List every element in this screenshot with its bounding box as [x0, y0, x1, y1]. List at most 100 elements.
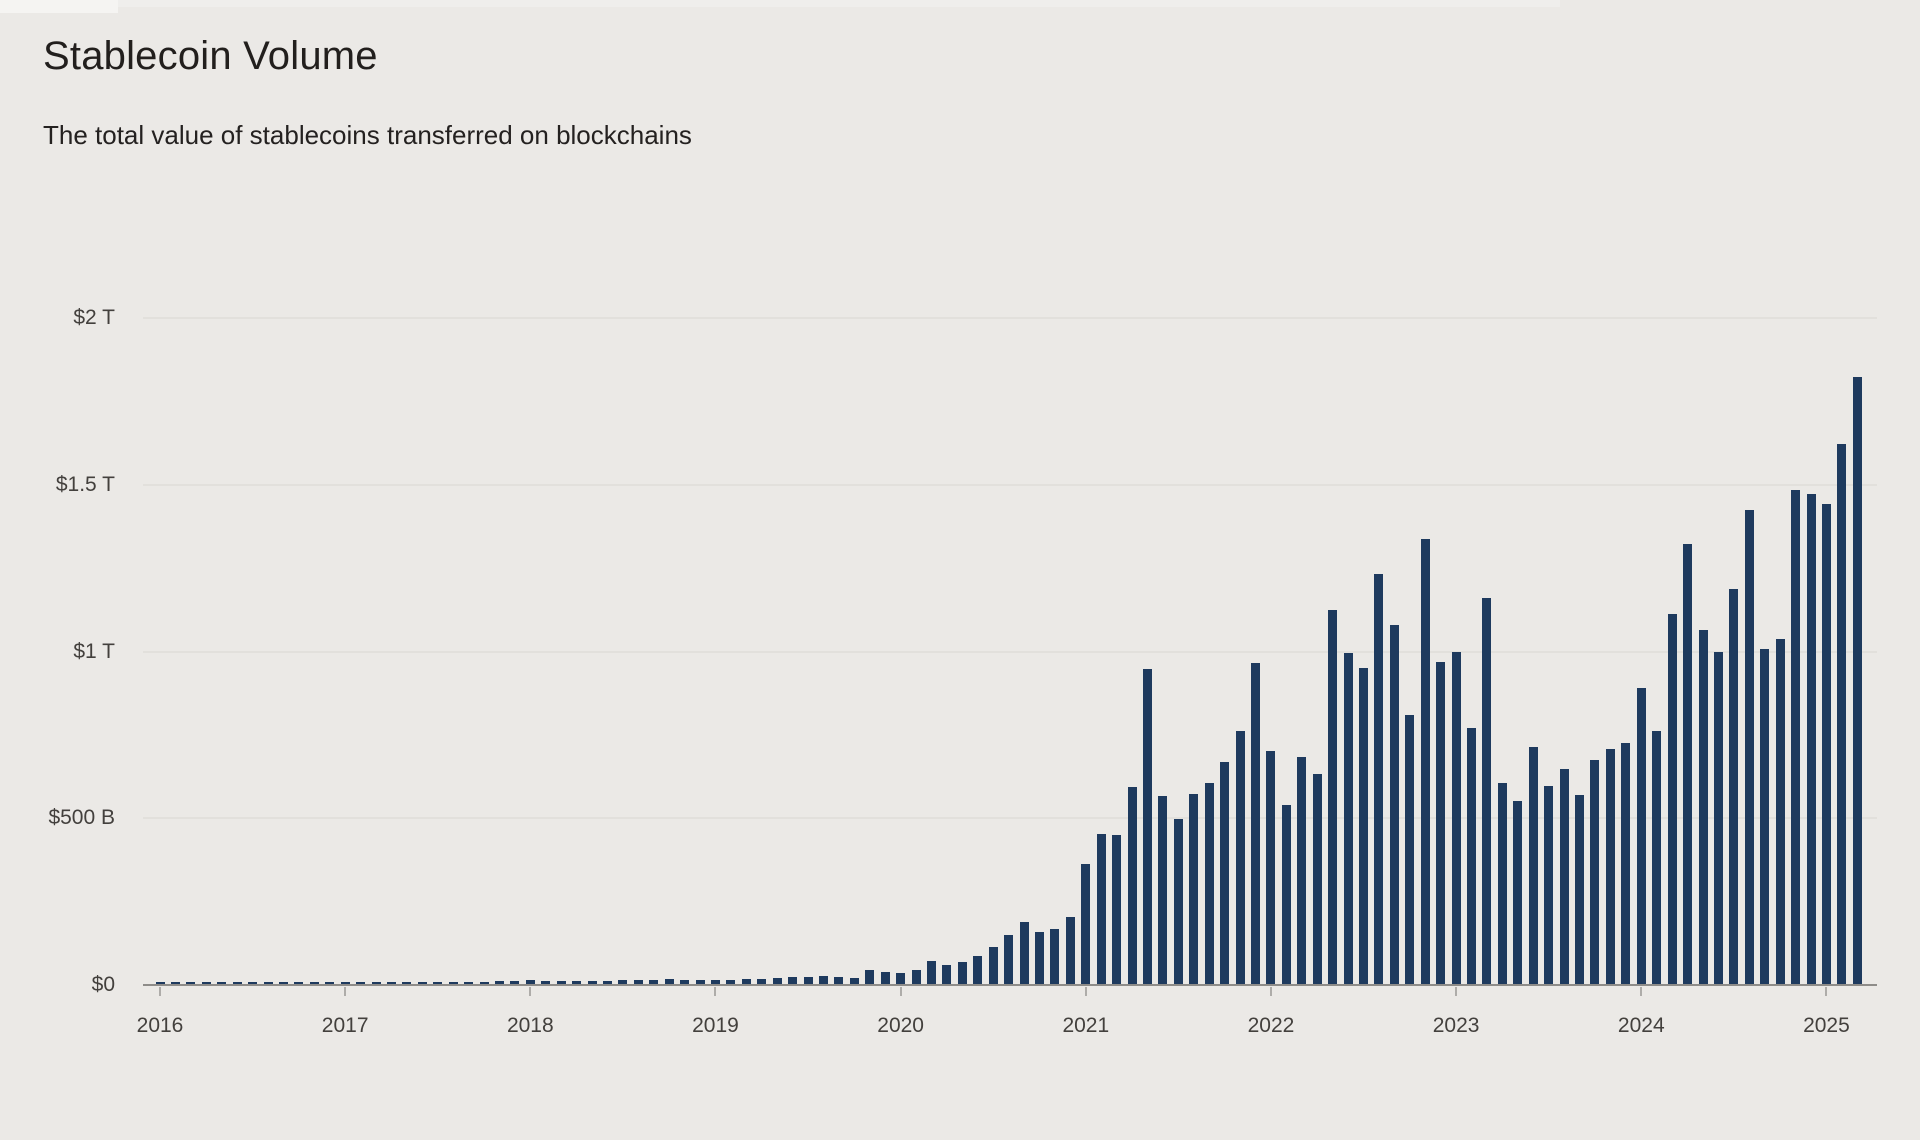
volume-bar-2016-08[interactable]	[263, 982, 273, 984]
volume-bar-2017-09[interactable]	[464, 981, 474, 984]
volume-bar-2016-03[interactable]	[186, 982, 196, 984]
volume-bar-2021-11[interactable]	[1235, 731, 1245, 984]
volume-bar-2019-10[interactable]	[849, 978, 859, 984]
volume-bar-2021-10[interactable]	[1220, 761, 1230, 984]
volume-bar-2019-07[interactable]	[803, 976, 813, 984]
volume-bar-2017-08[interactable]	[448, 981, 458, 984]
volume-bar-2024-09[interactable]	[1760, 648, 1770, 984]
volume-bar-2020-04[interactable]	[942, 964, 952, 984]
volume-bar-2019-12[interactable]	[880, 972, 890, 984]
volume-bar-2021-05[interactable]	[1143, 668, 1153, 984]
volume-bar-2017-12[interactable]	[510, 980, 520, 984]
volume-bar-2021-07[interactable]	[1173, 818, 1183, 984]
volume-bar-2021-06[interactable]	[1158, 795, 1168, 984]
volume-bar-2019-02[interactable]	[726, 980, 736, 984]
volume-bar-2018-05[interactable]	[587, 980, 597, 984]
volume-bar-2019-05[interactable]	[772, 978, 782, 984]
volume-bar-2018-07[interactable]	[618, 980, 628, 984]
volume-bar-2022-09[interactable]	[1389, 624, 1399, 984]
volume-bar-2017-01[interactable]	[340, 982, 350, 984]
volume-bar-2023-10[interactable]	[1590, 759, 1600, 984]
volume-bar-2023-05[interactable]	[1513, 800, 1523, 984]
volume-bar-2018-03[interactable]	[556, 980, 566, 984]
volume-bar-2020-07[interactable]	[988, 947, 998, 984]
volume-bar-2017-06[interactable]	[417, 982, 427, 984]
volume-bar-2024-01[interactable]	[1636, 687, 1646, 984]
volume-bar-2016-04[interactable]	[201, 982, 211, 984]
volume-bar-2020-05[interactable]	[957, 962, 967, 984]
volume-bar-2024-11[interactable]	[1791, 490, 1801, 984]
volume-bar-2016-06[interactable]	[232, 982, 242, 984]
volume-bar-2016-07[interactable]	[248, 982, 258, 984]
volume-bar-2024-05[interactable]	[1698, 629, 1708, 984]
volume-bar-2018-09[interactable]	[649, 979, 659, 984]
volume-bar-2022-02[interactable]	[1281, 805, 1291, 984]
volume-bar-2019-03[interactable]	[741, 979, 751, 984]
volume-bar-2021-09[interactable]	[1204, 782, 1214, 984]
volume-bar-2016-10[interactable]	[294, 982, 304, 984]
volume-bar-2020-11[interactable]	[1050, 928, 1060, 984]
volume-bar-2020-10[interactable]	[1035, 931, 1044, 984]
volume-bar-2018-11[interactable]	[680, 979, 690, 984]
volume-bar-2020-06[interactable]	[973, 956, 983, 984]
volume-bar-2017-03[interactable]	[371, 982, 381, 984]
volume-bar-2018-08[interactable]	[633, 980, 643, 984]
volume-bar-2022-06[interactable]	[1343, 653, 1353, 984]
volume-bar-2019-06[interactable]	[788, 977, 798, 984]
volume-bar-2023-04[interactable]	[1497, 782, 1507, 984]
volume-bar-2023-07[interactable]	[1544, 785, 1554, 984]
volume-bar-2018-06[interactable]	[602, 980, 612, 984]
volume-bar-2022-07[interactable]	[1359, 667, 1369, 984]
volume-bar-2025-01[interactable]	[1821, 503, 1831, 984]
volume-bar-2019-01[interactable]	[710, 980, 720, 984]
volume-bar-2023-08[interactable]	[1559, 768, 1569, 984]
volume-bar-2022-01[interactable]	[1266, 750, 1276, 984]
volume-bar-2019-09[interactable]	[834, 977, 844, 984]
volume-bar-2024-03[interactable]	[1667, 613, 1677, 984]
volume-bar-2018-10[interactable]	[664, 979, 674, 984]
volume-bar-2017-04[interactable]	[386, 982, 396, 984]
volume-bar-2022-08[interactable]	[1374, 573, 1384, 984]
volume-bar-2017-02[interactable]	[356, 982, 366, 984]
volume-bar-2021-12[interactable]	[1251, 662, 1261, 984]
volume-bar-2018-04[interactable]	[572, 981, 582, 984]
volume-bar-2024-04[interactable]	[1683, 544, 1693, 984]
volume-bar-2021-01[interactable]	[1081, 863, 1091, 984]
volume-bar-2016-05[interactable]	[217, 982, 227, 984]
volume-bar-2024-06[interactable]	[1713, 651, 1723, 984]
volume-bar-2018-12[interactable]	[695, 980, 705, 984]
volume-bar-2017-11[interactable]	[494, 981, 504, 984]
volume-bar-2023-02[interactable]	[1467, 727, 1477, 984]
volume-bar-2021-02[interactable]	[1096, 833, 1106, 984]
volume-bar-2019-11[interactable]	[865, 969, 875, 984]
volume-bar-2022-05[interactable]	[1328, 610, 1338, 984]
volume-bar-2020-09[interactable]	[1019, 921, 1029, 984]
volume-bar-2023-12[interactable]	[1621, 742, 1631, 984]
volume-bar-2016-01[interactable]	[155, 982, 165, 984]
volume-bar-2022-03[interactable]	[1297, 757, 1307, 984]
volume-bar-2020-03[interactable]	[927, 961, 936, 984]
volume-bar-2020-08[interactable]	[1004, 935, 1014, 984]
volume-bar-2024-10[interactable]	[1775, 638, 1785, 984]
volume-bar-2022-04[interactable]	[1312, 773, 1322, 984]
volume-bar-2016-11[interactable]	[309, 982, 319, 984]
volume-bar-2017-10[interactable]	[479, 981, 489, 984]
volume-bar-2020-12[interactable]	[1065, 916, 1075, 984]
volume-bar-2018-01[interactable]	[525, 980, 535, 984]
volume-bar-2019-04[interactable]	[757, 978, 767, 984]
volume-bar-2016-09[interactable]	[278, 982, 288, 984]
volume-bar-2024-12[interactable]	[1806, 494, 1816, 984]
volume-bar-2023-09[interactable]	[1575, 794, 1585, 984]
volume-bar-2024-07[interactable]	[1729, 588, 1739, 984]
volume-bar-2025-03[interactable]	[1852, 377, 1862, 984]
volume-bar-2022-10[interactable]	[1405, 714, 1415, 984]
volume-bar-2023-03[interactable]	[1482, 598, 1492, 984]
volume-bar-2022-12[interactable]	[1436, 662, 1446, 984]
volume-bar-2023-11[interactable]	[1605, 748, 1615, 984]
volume-bar-2023-06[interactable]	[1528, 747, 1538, 984]
volume-bar-2022-11[interactable]	[1420, 538, 1430, 984]
volume-bar-2019-08[interactable]	[818, 976, 828, 984]
volume-bar-2017-07[interactable]	[433, 982, 443, 984]
volume-bar-2021-04[interactable]	[1127, 787, 1137, 984]
volume-bar-2023-01[interactable]	[1451, 651, 1461, 984]
